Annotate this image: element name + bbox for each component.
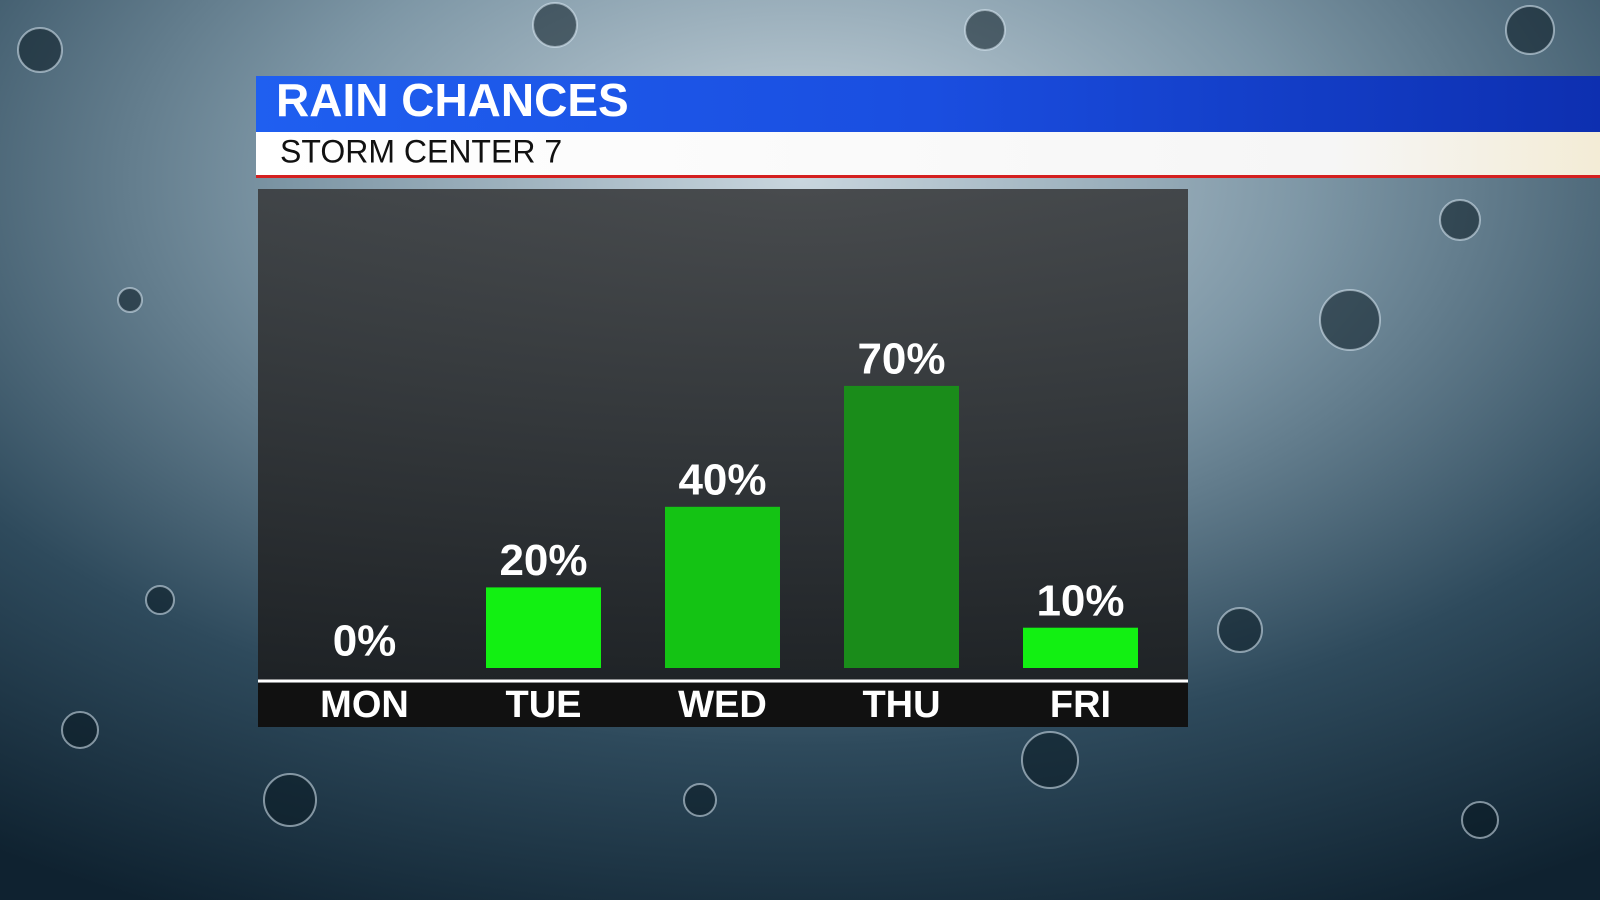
plot-area: MON 0% TUE 20% WED 40% THU 70% FRI 10% bbox=[320, 335, 1138, 726]
category-strip bbox=[258, 683, 1188, 727]
x-tick-label: MON bbox=[320, 684, 409, 726]
bar bbox=[665, 506, 780, 668]
bar bbox=[844, 385, 959, 668]
value-label: 10% bbox=[1036, 576, 1124, 625]
subtitle-bar bbox=[256, 132, 1600, 175]
chart-subtitle: STORM CENTER 7 bbox=[280, 133, 562, 169]
x-tick-label: FRI bbox=[1050, 684, 1111, 726]
value-label: 70% bbox=[857, 335, 945, 384]
chart-title: RAIN CHANCES bbox=[276, 74, 629, 126]
raindrops bbox=[17, 2, 1555, 839]
x-tick-label: WED bbox=[678, 684, 767, 726]
x-tick-label: TUE bbox=[506, 684, 582, 726]
value-label: 20% bbox=[499, 536, 587, 585]
value-label: 0% bbox=[333, 617, 397, 666]
title-bar bbox=[256, 76, 1600, 132]
bar bbox=[1023, 627, 1138, 668]
value-label: 40% bbox=[678, 455, 766, 504]
x-tick-label: THU bbox=[862, 684, 940, 726]
accent-line bbox=[256, 175, 1600, 178]
bar bbox=[486, 587, 601, 668]
